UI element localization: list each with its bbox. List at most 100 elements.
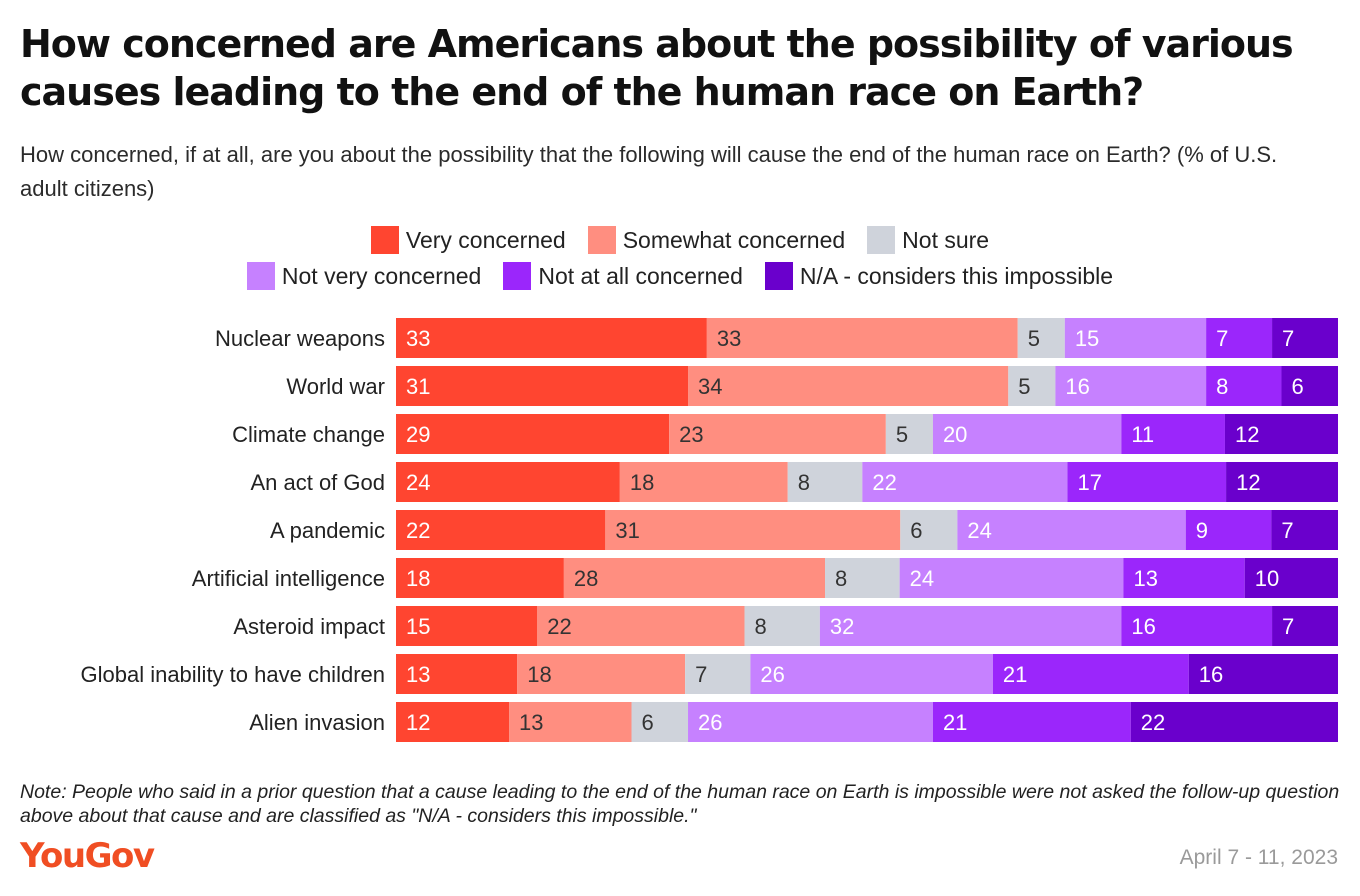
legend-item-not-sure: Not sure	[867, 226, 989, 254]
bar-segment	[669, 414, 886, 454]
chart-title: How concerned are Americans about the po…	[20, 22, 1294, 114]
category-label: World war	[286, 374, 385, 399]
data-label: 33	[406, 326, 430, 351]
bar-segment	[992, 654, 1189, 694]
data-label: 7	[1282, 326, 1294, 351]
bar-segment	[900, 510, 958, 550]
bar-segment	[631, 702, 689, 742]
data-label: 24	[406, 470, 430, 495]
data-label: 20	[943, 422, 967, 447]
data-label: 33	[717, 326, 741, 351]
data-label: 11	[1131, 422, 1154, 447]
bar-segment	[619, 462, 788, 502]
category-label: Global inability to have children	[80, 662, 385, 687]
bar-segment	[396, 462, 620, 502]
data-label: 21	[1003, 662, 1027, 687]
data-label: 18	[630, 470, 654, 495]
data-label: 8	[1216, 374, 1228, 399]
bar-segment	[688, 702, 933, 742]
bar-segment	[750, 654, 993, 694]
legend-label: Very concerned	[405, 226, 566, 253]
bar-segment	[1055, 366, 1207, 406]
data-label: 7	[1281, 518, 1293, 543]
data-label: 15	[1075, 326, 1099, 351]
data-label: 24	[910, 566, 934, 591]
data-label: 12	[1235, 422, 1259, 447]
category-label: Nuclear weapons	[215, 326, 385, 351]
bar-segment	[1224, 414, 1338, 454]
bar-segment	[537, 606, 745, 646]
data-label: 22	[406, 518, 430, 543]
stacked-bar-chart: Nuclear weapons 33 33 5 15 7 7 World war 31 34 5 16…	[80, 318, 1338, 742]
data-label: 29	[406, 422, 430, 447]
bar-segment	[1185, 510, 1272, 550]
data-label: 16	[1131, 614, 1155, 639]
legend-label: Somewhat concerned	[622, 226, 846, 253]
bar-segment	[1017, 318, 1065, 358]
legend-swatch	[246, 262, 275, 290]
survey-date: April 7 - 11, 2023	[1179, 846, 1338, 869]
bar-segment	[396, 510, 606, 550]
data-label: 7	[1216, 326, 1228, 351]
bar-segment	[396, 366, 689, 406]
bar-segment	[517, 654, 686, 694]
data-label: 10	[1255, 566, 1279, 591]
legend-item-not-at-all-concerned: Not at all concerned	[503, 262, 743, 290]
category-label: Artificial intelligence	[192, 566, 385, 591]
bar-segment	[932, 702, 1131, 742]
data-label: 8	[755, 614, 767, 639]
data-label: 28	[574, 566, 598, 591]
category-label: An act of God	[250, 470, 385, 495]
yougov-logo: YouGov	[20, 836, 155, 876]
bar-segment	[1130, 702, 1338, 742]
bar-segment	[957, 510, 1186, 550]
bar-segment	[1121, 606, 1273, 646]
legend-swatch	[503, 262, 532, 290]
data-label: 13	[406, 662, 430, 687]
bar-segment	[685, 654, 751, 694]
legend-item-very-concerned: Very concerned	[370, 226, 566, 254]
bar-segment	[932, 414, 1122, 454]
bar-segment	[1206, 318, 1273, 358]
bar-segment	[563, 558, 826, 598]
bar-segment	[1244, 558, 1338, 598]
bar-segment	[1271, 510, 1338, 550]
bar-segment	[1188, 654, 1338, 694]
data-label: 23	[679, 422, 703, 447]
data-label: 18	[406, 566, 430, 591]
bar-segment	[396, 558, 564, 598]
legend-swatch	[370, 226, 399, 254]
legend-row-1: Very concerned Somewhat concerned Not su…	[0, 226, 1360, 254]
legend-label: N/A - considers this impossible	[799, 262, 1114, 289]
data-label: 17	[1078, 470, 1102, 495]
bar-segment	[1281, 366, 1338, 406]
data-label: 16	[1065, 374, 1089, 399]
data-label: 5	[896, 422, 908, 447]
bar-segment	[688, 366, 1009, 406]
data-label: 9	[1196, 518, 1208, 543]
data-label: 22	[1141, 710, 1165, 735]
category-label: A pandemic	[270, 518, 385, 543]
legend-item-somewhat-concerned: Somewhat concerned	[587, 226, 846, 254]
bar-segment	[509, 702, 632, 742]
data-label: 31	[406, 374, 430, 399]
category-label: Asteroid impact	[233, 614, 385, 639]
data-label: 5	[1028, 326, 1040, 351]
legend-row-2: Not very concerned Not at all concerned …	[0, 262, 1360, 290]
data-label: 6	[642, 710, 654, 735]
legend-swatch	[867, 226, 896, 254]
category-label: Alien invasion	[249, 710, 385, 735]
bar-segment	[1067, 462, 1227, 502]
footnote: Note: People who said in a prior questio…	[20, 781, 1340, 827]
bar-segment	[1064, 318, 1207, 358]
data-label: 7	[695, 662, 707, 687]
data-label: 6	[1291, 374, 1303, 399]
category-label: Climate change	[232, 422, 385, 447]
bar-segment	[1206, 366, 1282, 406]
bar-segment	[396, 318, 707, 358]
data-label: 34	[698, 374, 722, 399]
data-label: 5	[1018, 374, 1030, 399]
legend-label: Not sure	[902, 226, 990, 253]
bar-segment	[885, 414, 933, 454]
bar-segment	[819, 606, 1122, 646]
